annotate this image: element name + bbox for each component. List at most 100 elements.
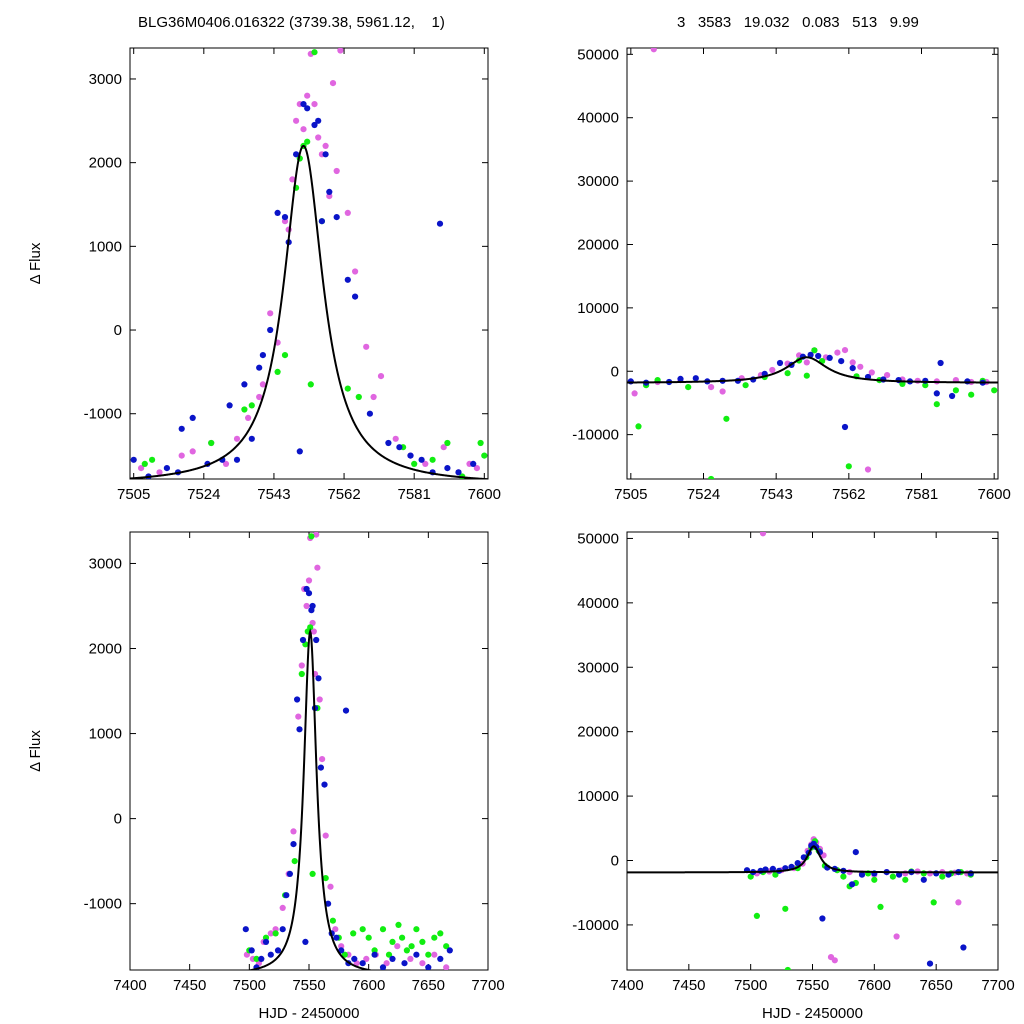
data-point-series-3 [283, 892, 290, 899]
data-point-series-2 [968, 391, 975, 398]
data-point-series-1 [759, 532, 767, 537]
data-point-series-3 [933, 390, 940, 397]
x-tick-label: 7543 [759, 486, 792, 503]
plot-frame [626, 531, 999, 971]
data-point-series-3 [130, 456, 137, 463]
data-point-series-2 [408, 943, 415, 950]
x-tick-label: 7650 [412, 977, 445, 994]
data-point-series-3 [296, 726, 303, 733]
data-point-series-1 [303, 602, 310, 610]
data-point-series-2 [753, 912, 761, 920]
y-tick-label: 2000 [89, 641, 122, 658]
data-point-series-3 [267, 326, 274, 334]
data-point-series-3 [920, 876, 927, 883]
y-axis-label: Δ Flux [27, 730, 44, 772]
data-point-series-3 [858, 871, 866, 878]
data-point-series-3 [389, 955, 396, 963]
data-point-series-3 [627, 378, 634, 385]
x-tick-label: 7550 [796, 977, 829, 994]
data-point-series-2 [784, 966, 791, 970]
data-point-series-3 [967, 870, 974, 877]
data-point-series-1 [305, 577, 313, 584]
data-point-series-1 [831, 957, 838, 964]
data-point-series-3 [325, 900, 332, 907]
data-point-series-3 [425, 964, 432, 970]
panel-bottom-right: 7400 7450 7500 7550 7600 7650 7700 -10000 0 10000… [572, 530, 1014, 1022]
data-point-series-2 [723, 415, 730, 422]
x-tick-label: 7600 [352, 977, 385, 994]
data-point-series-3 [826, 354, 833, 361]
data-point-series-3 [279, 926, 286, 933]
data-point-series-2 [425, 951, 432, 958]
data-point-series-3 [293, 151, 300, 158]
data-point-series-2 [784, 370, 791, 377]
data-point-series-1 [708, 384, 715, 391]
data-point-series-3 [163, 465, 170, 472]
data-point-series-3 [359, 960, 366, 967]
data-point-series-2 [481, 452, 488, 459]
y-tick-label: 0 [611, 363, 619, 380]
data-point-series-2 [141, 460, 148, 467]
data-point-series-2 [419, 938, 426, 946]
data-point-series-3 [379, 964, 387, 970]
data-point-series-1 [322, 832, 329, 839]
data-point-series-1 [864, 466, 872, 473]
x-axis-label: HJD - 2450000 [259, 1005, 360, 1022]
data-point-series-1 [352, 268, 359, 275]
data-point-series-3 [267, 951, 274, 958]
data-point-series-2 [991, 387, 998, 394]
data-point-series-3 [304, 105, 311, 112]
x-tick-label: 7450 [672, 977, 705, 994]
data-point-series-3 [351, 955, 358, 963]
data-point-series-1 [344, 209, 351, 216]
data-point-series-1 [955, 899, 962, 906]
data-point-series-1 [443, 964, 450, 970]
data-point-series-2 [952, 387, 960, 394]
x-tick-label: 7543 [257, 486, 290, 503]
data-point-series-2 [840, 873, 847, 880]
data-point-series-2 [939, 873, 946, 880]
data-point-series-3 [852, 849, 859, 856]
data-point-series-3 [226, 402, 233, 409]
data-point-series-2 [930, 899, 937, 906]
data-point-series-3 [344, 276, 351, 283]
y-tick-label: 3000 [89, 555, 122, 572]
x-tick-label: 7450 [173, 977, 206, 994]
data-point-series-3 [326, 188, 333, 195]
data-point-series-2 [443, 943, 450, 950]
data-point-series-3 [794, 860, 801, 867]
data-point-series-2 [782, 905, 789, 912]
data-point-series-1 [279, 904, 286, 912]
model-curve [130, 144, 488, 479]
data-point-series-3 [776, 359, 784, 367]
data-point-series-1 [315, 134, 322, 141]
data-point-series-2 [395, 921, 402, 929]
data-point-series-1 [857, 363, 864, 370]
data-point-series-3 [470, 460, 477, 467]
x-tick-label: 7524 [187, 486, 220, 503]
data-point-series-2 [871, 876, 878, 883]
model-curve [245, 627, 375, 970]
data-point-series-1 [233, 435, 241, 442]
data-point-series-3 [446, 947, 453, 954]
x-tick-label: 7524 [687, 486, 720, 503]
data-point-series-1 [314, 564, 321, 571]
data-point-series-3 [233, 456, 241, 463]
data-point-series-2 [411, 460, 418, 467]
data-point-series-3 [274, 209, 281, 216]
data-point-series-2 [429, 456, 436, 463]
data-point-series-3 [315, 675, 322, 682]
data-point-series-1 [834, 349, 841, 356]
data-point-series-3 [401, 960, 408, 967]
data-point-series-1 [719, 388, 726, 395]
data-point-series-3 [413, 951, 420, 958]
data-point-series-2 [811, 347, 818, 354]
data-point-series-2 [307, 381, 314, 388]
x-tick-label: 7600 [977, 486, 1010, 503]
data-points [130, 48, 488, 479]
x-tick-label: 7581 [905, 486, 938, 503]
data-point-series-3 [937, 359, 944, 367]
x-axis-label: HJD - 2450000 [762, 1005, 863, 1022]
data-point-series-1 [304, 92, 311, 99]
data-point-series-1 [290, 828, 297, 835]
